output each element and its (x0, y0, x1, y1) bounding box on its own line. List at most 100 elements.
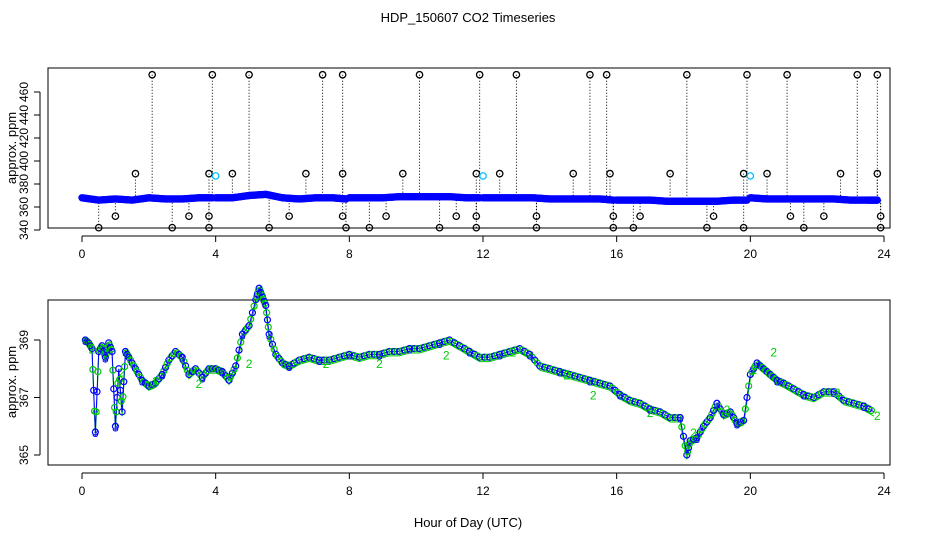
top-y-tick-label: 380 (17, 174, 31, 194)
top-outlier-point (739, 169, 748, 178)
bottom-point (116, 386, 125, 394)
bottom-point (235, 346, 243, 354)
top-y-tick-label: 420 (17, 128, 31, 148)
bottom-marker-label-3: 3 (286, 360, 293, 374)
top-y-axis: 340 360 380 400 420 440 460 (17, 82, 41, 240)
bottom-y-axis: 365 367 369 (17, 330, 41, 465)
bottom-point (248, 309, 257, 317)
top-outlier-point (739, 223, 748, 232)
top-x-tick-label: 4 (212, 247, 219, 261)
top-outlier-point (609, 212, 618, 221)
top-outlier-point (415, 70, 424, 79)
top-outlier-point (836, 169, 845, 178)
top-outlier-point (338, 169, 347, 178)
bottom-point (110, 403, 119, 412)
bottom-point (669, 414, 677, 422)
bottom-marker-label-3: 3 (122, 346, 129, 360)
top-outlier-point (853, 70, 862, 79)
bottom-point (388, 347, 396, 356)
bottom-marker-label-3: 3 (266, 328, 273, 342)
bottom-marker-label-2: 2 (690, 426, 697, 440)
bottom-marker-label-3: 3 (496, 348, 503, 362)
top-outlier-point (876, 223, 885, 232)
bottom-marker-label-3: 3 (714, 397, 721, 411)
top-y-tick-label: 340 (17, 220, 31, 240)
top-x-tick-label: 12 (476, 247, 490, 261)
bottom-point (405, 345, 414, 353)
bottom-marker-label-3: 3 (587, 374, 594, 388)
bottom-point (820, 388, 828, 396)
top-outlier-point (365, 223, 374, 232)
top-outlier-point (682, 70, 691, 79)
bottom-point (674, 414, 682, 422)
top-x-tick-label: 0 (79, 247, 86, 261)
top-outlier-point (205, 223, 213, 232)
bottom-point (709, 406, 718, 415)
top-outlier-point (876, 212, 885, 221)
top-x-tick-label: 24 (877, 247, 891, 261)
top-y-tick-label: 440 (17, 105, 31, 125)
bottom-y-tick-label: 369 (17, 330, 31, 350)
bottom-panel: approx. ppm Hour of Day (UTC) 0 4 8 12 16 20 2… (4, 282, 891, 530)
bottom-point (111, 422, 120, 430)
bottom-marker-label-3: 3 (861, 400, 868, 414)
bottom-point (867, 406, 876, 415)
bottom-point (320, 356, 328, 364)
bottom-point (745, 382, 753, 390)
bottom-point (232, 362, 240, 370)
bottom-point (180, 357, 188, 366)
bottom-point (684, 447, 692, 456)
bottom-marker-label-3: 3 (92, 426, 99, 440)
bottom-marker-label-2: 2 (119, 366, 126, 380)
top-outlier-point (265, 223, 273, 232)
bottom-point (481, 353, 489, 361)
bottom-point (408, 345, 416, 353)
bottom-point (683, 451, 691, 459)
bottom-point (315, 356, 323, 364)
bottom-marker-label-3: 3 (557, 366, 564, 380)
bottom-marker-label-3: 3 (376, 348, 383, 362)
bottom-marker-label-2: 2 (750, 363, 757, 377)
bottom-point (91, 428, 99, 436)
bottom-marker-label-3: 3 (219, 366, 226, 380)
bottom-point (678, 423, 686, 431)
bottom-marker-label-3: 3 (82, 334, 89, 348)
bottom-xlabel: Hour of Day (UTC) (414, 515, 522, 530)
bottom-point (115, 375, 124, 384)
bottom-marker-label-2: 2 (443, 348, 450, 362)
bottom-point (233, 354, 241, 362)
bottom-point (684, 444, 693, 452)
bottom-point (158, 370, 166, 379)
bottom-marker-label-3: 3 (694, 432, 701, 446)
bottom-point (101, 353, 109, 361)
top-outlier-point (245, 70, 253, 79)
top-y-tick-label: 400 (17, 151, 31, 171)
bottom-marker-label-3: 3 (436, 337, 443, 351)
top-outlier-point (338, 212, 347, 221)
bottom-marker-label-3: 3 (179, 351, 186, 365)
bottom-marker-label-2: 2 (152, 374, 159, 388)
top-outlier-point (205, 169, 213, 178)
bottom-point (741, 405, 749, 413)
top-x-axis: 0 4 8 12 16 20 24 (79, 235, 891, 261)
top-outlier-point (205, 212, 213, 221)
top-outlier-point (569, 169, 578, 178)
top-x-tick-label: 16 (610, 247, 624, 261)
chart-title: HDP_150607 CO2 Timeseries (381, 10, 556, 25)
bottom-point (410, 345, 419, 353)
bottom-point (250, 302, 258, 310)
top-outlier-point (208, 70, 217, 79)
bottom-point (370, 350, 378, 358)
top-outlier-point (398, 169, 407, 178)
bottom-point (227, 373, 235, 381)
top-outlier-point (609, 223, 618, 232)
bottom-point (825, 388, 833, 396)
bottom-point (743, 393, 751, 402)
top-outlier-point (131, 169, 140, 178)
bottom-point (263, 316, 272, 324)
bottom-point (160, 367, 168, 375)
bottom-point (161, 363, 170, 371)
bottom-x-tick-label: 0 (79, 484, 86, 498)
bottom-point (323, 356, 331, 364)
